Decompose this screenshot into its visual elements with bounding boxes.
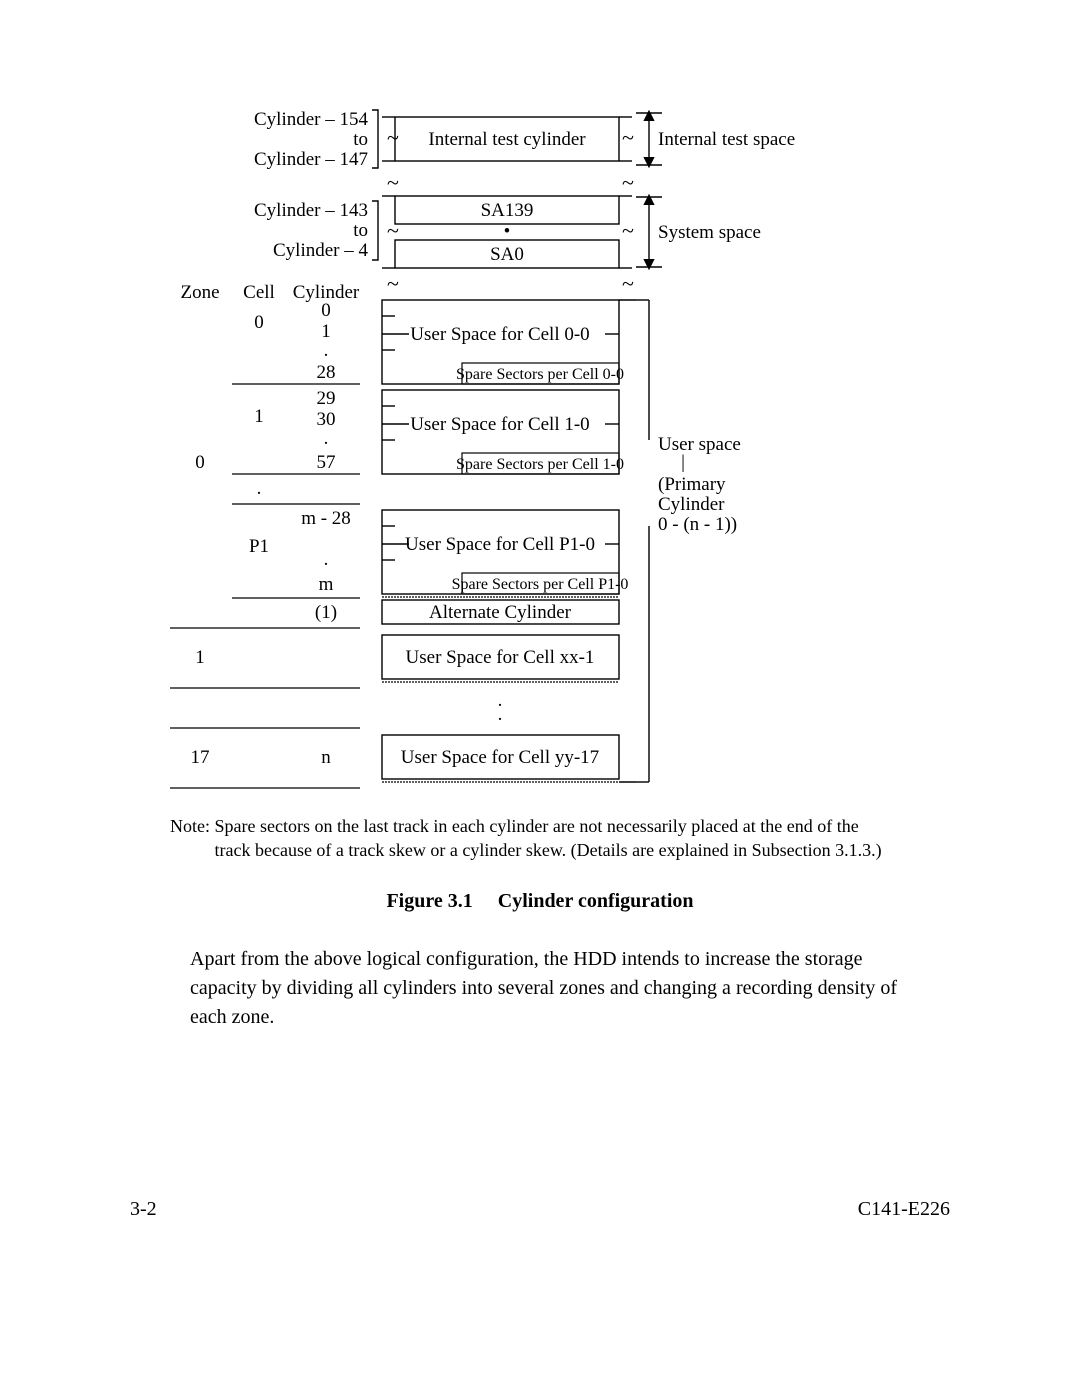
footnote-prefix: Note:	[170, 816, 210, 836]
spare-0-0: Spare Sectors per Cell 0-0	[456, 366, 624, 383]
system-range-bottom: Cylinder – 4	[273, 240, 368, 261]
internal-test-side-label: Internal test space	[658, 129, 795, 150]
diagram: Cylinder – 154 to Cylinder – 147 Interna…	[0, 0, 1080, 820]
cell-1-0: 1 29 30 . 57 User Space for Cell 1-0 Spa…	[232, 388, 624, 474]
svg-text:0 - (n - 1)): 0 - (n - 1))	[658, 514, 737, 535]
svg-text:.: .	[324, 428, 329, 449]
svg-text:1: 1	[254, 406, 264, 427]
system-space-group: Cylinder – 143 to Cylinder – 4 SA139 SA0…	[254, 196, 761, 268]
svg-text:29: 29	[317, 388, 336, 409]
tilde: ~	[387, 218, 399, 243]
svg-text:0: 0	[321, 300, 331, 321]
svg-text:User Space for Cell 1-0: User Space for Cell 1-0	[410, 414, 589, 435]
tilde: ~	[387, 170, 399, 195]
footnote-line2: track because of a track skew or a cylin…	[215, 840, 882, 860]
svg-text:m - 28: m - 28	[301, 508, 351, 529]
tilde: ~	[387, 271, 399, 296]
svg-text:User Space for Cell yy-17: User Space for Cell yy-17	[401, 747, 599, 768]
svg-text:28: 28	[317, 362, 336, 383]
footnote: Note: Spare sectors on the last track in…	[170, 814, 930, 863]
footnote-line1: Spare sectors on the last track in each …	[215, 816, 859, 836]
internal-test-range-bottom: Cylinder – 147	[254, 149, 368, 170]
svg-text:.: .	[324, 549, 329, 570]
doc-code-right: C141-E226	[858, 1198, 950, 1221]
svg-text:User Space for Cell xx-1: User Space for Cell xx-1	[406, 647, 595, 668]
svg-text:Spare Sectors per Cell 1-0: Spare Sectors per Cell 1-0	[456, 456, 624, 473]
svg-text:n: n	[321, 747, 331, 768]
body-text: Apart from the above logical configurati…	[190, 945, 910, 1032]
svg-text:.: .	[324, 340, 329, 361]
col-cell: Cell	[243, 282, 275, 303]
cell-label: 0	[254, 312, 264, 333]
system-range-top: Cylinder – 143	[254, 200, 368, 221]
figure-caption: Figure 3.1 Cylinder configuration	[0, 890, 1080, 913]
svg-text:Alternate Cylinder: Alternate Cylinder	[429, 602, 572, 623]
page: Cylinder – 154 to Cylinder – 147 Interna…	[0, 0, 1080, 1397]
svg-text:.: .	[257, 478, 262, 499]
svg-text:57: 57	[317, 452, 336, 473]
user-space-bracket: User space | (Primary Cylinder 0 - (n - …	[619, 300, 741, 782]
internal-test-range-top: Cylinder – 154	[254, 109, 368, 130]
vertical-dots: .	[498, 704, 503, 725]
zone-1: 1 User Space for Cell xx-1	[170, 635, 619, 688]
svg-text:1: 1	[321, 321, 331, 342]
tilde: ~	[387, 125, 399, 150]
user-space-0-0: User Space for Cell 0-0	[410, 324, 589, 345]
cell-p1-0: P1 m - 28 . m User Space for Cell P1-0 S…	[232, 504, 628, 598]
svg-text:(Primary: (Primary	[658, 474, 726, 495]
internal-test-to: to	[353, 129, 368, 150]
svg-text:P1: P1	[249, 536, 269, 557]
svg-text:User space: User space	[658, 434, 741, 455]
svg-text:17: 17	[191, 747, 210, 768]
tilde: ~	[622, 271, 634, 296]
svg-text:m: m	[319, 574, 334, 595]
system-side-label: System space	[658, 222, 761, 243]
svg-text:|: |	[681, 452, 685, 473]
svg-text:User Space for Cell P1-0: User Space for Cell P1-0	[405, 534, 595, 555]
svg-text:1: 1	[195, 647, 205, 668]
svg-text:Spare Sectors per Cell P1-0: Spare Sectors per Cell P1-0	[452, 576, 629, 593]
cell-0-0: 0 0 1 . 28 User Space for Cell 0-0 Spare…	[232, 300, 624, 384]
internal-test-group: Cylinder – 154 to Cylinder – 147 Interna…	[254, 109, 795, 170]
zone-17: 17 n User Space for Cell yy-17	[170, 735, 619, 788]
zone-0-label: 0	[195, 452, 205, 473]
page-number-left: 3-2	[130, 1198, 157, 1221]
svg-text:(1): (1)	[315, 602, 337, 623]
system-sa139: SA139	[481, 200, 534, 221]
tilde: ~	[622, 218, 634, 243]
alternate-cylinder-row: (1) Alternate Cylinder	[315, 600, 619, 624]
col-zone: Zone	[180, 282, 219, 303]
internal-test-box-label: Internal test cylinder	[428, 129, 586, 150]
svg-text:Cylinder: Cylinder	[658, 494, 725, 515]
svg-text:30: 30	[317, 409, 336, 430]
system-to: to	[353, 220, 368, 241]
system-dot: •	[504, 221, 511, 242]
tilde: ~	[622, 125, 634, 150]
system-sa0: SA0	[490, 244, 524, 265]
tilde: ~	[622, 170, 634, 195]
